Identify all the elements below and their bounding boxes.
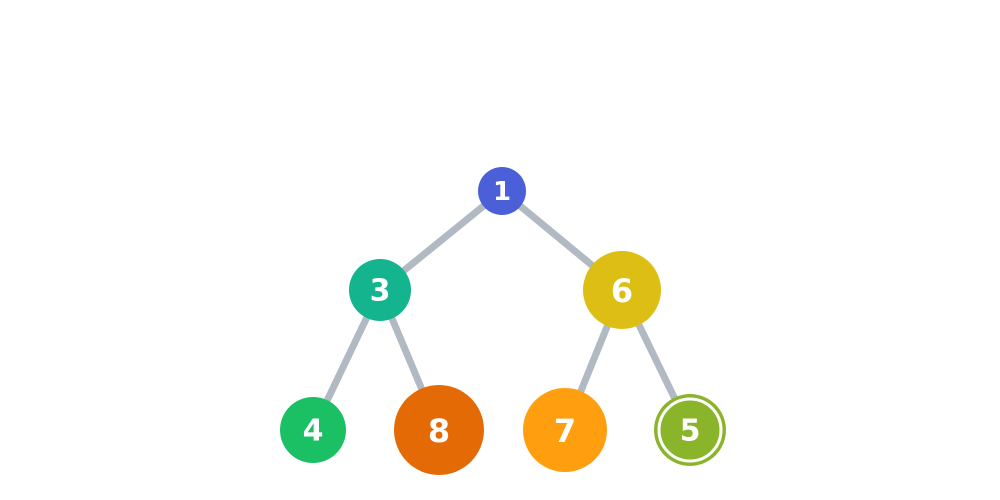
node-label: 5 [680,414,701,449]
tree-node-4: 4 [280,397,346,463]
tree-node-3: 3 [349,259,411,321]
node-circle [523,388,607,472]
node-label: 6 [611,272,633,310]
node-label: 7 [554,412,576,450]
node-circle [280,397,346,463]
tree-node-5: 5 [654,394,726,466]
node-label: 8 [428,412,450,450]
tree-node-1: 1 [478,167,526,215]
node-circle [654,394,726,466]
tree-node-6: 6 [583,251,661,329]
node-circle [349,259,411,321]
node-label: 4 [303,414,324,449]
node-layer: 1 3 6 4 8 7 5 [280,167,726,475]
node-circle [394,385,484,475]
tree-node-7: 7 [523,388,607,472]
node-label: 3 [370,274,391,309]
highlight-ring [657,397,723,463]
node-label: 1 [493,177,511,207]
node-circle [583,251,661,329]
node-circle [478,167,526,215]
tree-node-8: 8 [394,385,484,475]
